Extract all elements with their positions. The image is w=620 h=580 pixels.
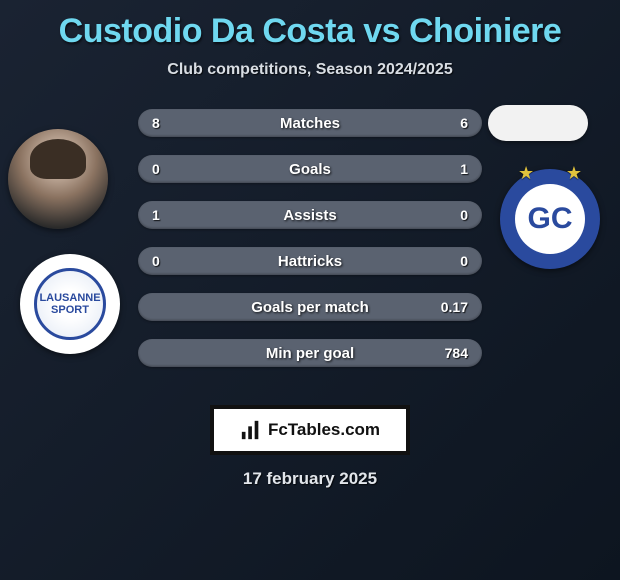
club-left-badge: LAUSANNE SPORT [20,254,120,354]
stat-right-value: 0 [460,207,468,223]
stat-label: Goals [138,161,482,178]
stat-right-value: 0.17 [441,299,468,315]
page-title: Custodio Da Costa vs Choiniere [0,0,620,51]
stat-right-value: 1 [460,161,468,177]
stats-area: LAUSANNE SPORT GC 8 Matches 6 0 Goals 1 … [0,109,620,389]
stat-label: Assists [138,207,482,224]
stat-row-min-per-goal: Min per goal 784 [138,339,482,367]
club-right-badge: GC [500,169,600,269]
date-line: 17 february 2025 [0,469,620,489]
stat-row-hattricks: 0 Hattricks 0 [138,247,482,275]
stat-row-goals: 0 Goals 1 [138,155,482,183]
player-left-avatar [8,129,108,229]
stat-row-goals-per-match: Goals per match 0.17 [138,293,482,321]
brand-chart-icon [240,419,262,441]
stat-right-value: 784 [445,345,468,361]
club-right-badge-inner: GC [515,184,585,254]
stat-right-value: 6 [460,115,468,131]
stat-label: Hattricks [138,253,482,270]
brand-text: FcTables.com [268,420,380,440]
brand-box: FcTables.com [210,405,410,455]
player-right-avatar [488,105,588,141]
stat-right-value: 0 [460,253,468,269]
stat-row-matches: 8 Matches 6 [138,109,482,137]
stat-bars: 8 Matches 6 0 Goals 1 1 Assists 0 0 Hatt… [138,109,482,367]
subtitle: Club competitions, Season 2024/2025 [0,61,620,79]
stat-label: Min per goal [138,345,482,362]
stat-label: Goals per match [138,299,482,316]
stat-label: Matches [138,115,482,132]
club-left-badge-inner: LAUSANNE SPORT [34,268,106,340]
stat-row-assists: 1 Assists 0 [138,201,482,229]
